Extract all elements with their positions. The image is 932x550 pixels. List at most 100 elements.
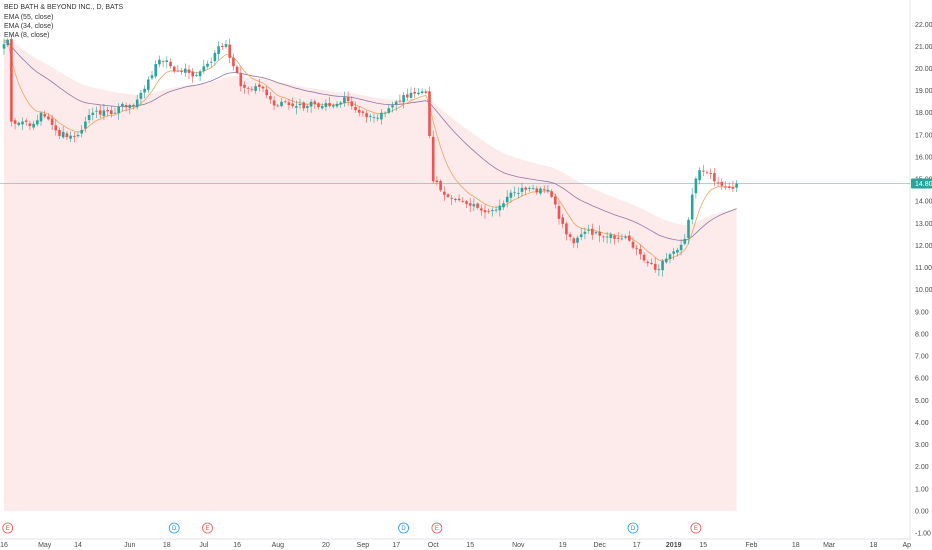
candle-body (517, 193, 520, 194)
candle (565, 221, 568, 241)
candle-body (480, 208, 483, 211)
candle-body (369, 115, 372, 117)
dividend-marker[interactable]: D (168, 522, 180, 534)
candle (702, 164, 705, 176)
candle-body (243, 84, 246, 88)
candle-body (198, 71, 202, 77)
candle-body (539, 188, 542, 194)
dividend-marker[interactable]: D (398, 522, 410, 534)
candle-body (124, 104, 128, 108)
candle (124, 102, 128, 112)
candle-body (283, 101, 287, 103)
candle-body (76, 134, 80, 137)
candle (646, 259, 650, 267)
dividend-marker[interactable]: D (627, 522, 639, 534)
candle-body (391, 105, 394, 108)
candle (439, 179, 442, 193)
time-tick-label: 2019 (666, 542, 682, 549)
earnings-marker[interactable]: E (690, 522, 702, 534)
candle (169, 58, 172, 69)
time-tick-label: Dec (593, 542, 606, 549)
candle (376, 114, 379, 122)
candle (694, 176, 698, 199)
candle (528, 186, 531, 192)
candle-body (690, 194, 694, 220)
candle-body (2, 44, 6, 49)
candle (731, 180, 735, 192)
price-tick-label: -1.00 (915, 531, 931, 538)
candle-body (280, 101, 283, 107)
legend-ema55[interactable]: EMA (55, close) (4, 14, 53, 21)
candle (687, 217, 690, 245)
candle (198, 69, 202, 82)
candle-body (110, 110, 113, 115)
candle (517, 187, 520, 199)
candle (620, 233, 624, 241)
candle-body (602, 236, 605, 238)
price-tick-label: 3.00 (915, 442, 929, 449)
candle-body (65, 133, 69, 138)
candle-body (13, 120, 17, 124)
ema55-area (4, 37, 737, 511)
candle-body (402, 95, 405, 103)
candle-body (450, 197, 453, 199)
candle (132, 103, 135, 110)
price-tick-label: 4.00 (915, 420, 929, 427)
chart-title: BED BATH & BEYOND INC., D, BATS (4, 4, 123, 11)
earnings-marker[interactable]: E (202, 522, 213, 534)
candle-body (346, 97, 350, 101)
candle-body (657, 269, 661, 271)
candle-body (694, 178, 698, 194)
time-axis[interactable]: 16 May 14 Jun 18 Jul 16 Aug 20 Sep 17 Oct 15 Nov 19 Dec… (0, 542, 911, 549)
candle (550, 189, 553, 199)
candle (472, 198, 476, 212)
candle-body (128, 104, 132, 108)
candle (657, 264, 661, 277)
candle (128, 103, 132, 115)
candle (76, 131, 80, 138)
candle (431, 130, 435, 184)
candle (335, 100, 339, 109)
legend-ema34[interactable]: EMA (34, close) (4, 23, 53, 30)
candle-body (250, 88, 254, 90)
candle (572, 236, 576, 248)
price-axis[interactable]: 22.0021.0020.0019.0018.0017.0016.0015.00… (911, 22, 932, 538)
candle-body (616, 237, 620, 239)
candle-body (58, 129, 61, 136)
candle (539, 186, 542, 196)
candle-body (413, 91, 416, 94)
candle-body (6, 39, 9, 45)
earnings-marker[interactable]: E (431, 522, 443, 534)
candle (350, 96, 354, 110)
price-tick-label: 8.00 (915, 331, 929, 338)
event-circle (627, 522, 639, 534)
candle-body (224, 44, 228, 47)
earnings-marker[interactable]: E (2, 522, 14, 534)
candle (409, 87, 413, 100)
candle (557, 201, 561, 225)
price-tick-label: 11.00 (915, 265, 932, 272)
candle-body (705, 172, 709, 174)
legend-ema8[interactable]: EMA (8, close) (4, 32, 50, 39)
candle (154, 60, 157, 79)
candle (724, 181, 727, 190)
candle (576, 235, 579, 249)
candle-body (150, 75, 154, 79)
candle (531, 184, 535, 191)
candle-body (24, 120, 28, 122)
time-tick-label: Aug (272, 542, 285, 549)
price-tick-label: 14.00 (915, 199, 932, 206)
candle-body (679, 244, 683, 251)
candle (450, 195, 453, 206)
candle-body (668, 254, 672, 259)
candle (561, 214, 564, 228)
candle (232, 53, 235, 71)
candle-body (535, 188, 539, 193)
candle-body (54, 125, 58, 131)
candle (6, 38, 9, 47)
candle-body (435, 180, 439, 183)
candle (254, 83, 257, 94)
candle-body (246, 87, 250, 89)
